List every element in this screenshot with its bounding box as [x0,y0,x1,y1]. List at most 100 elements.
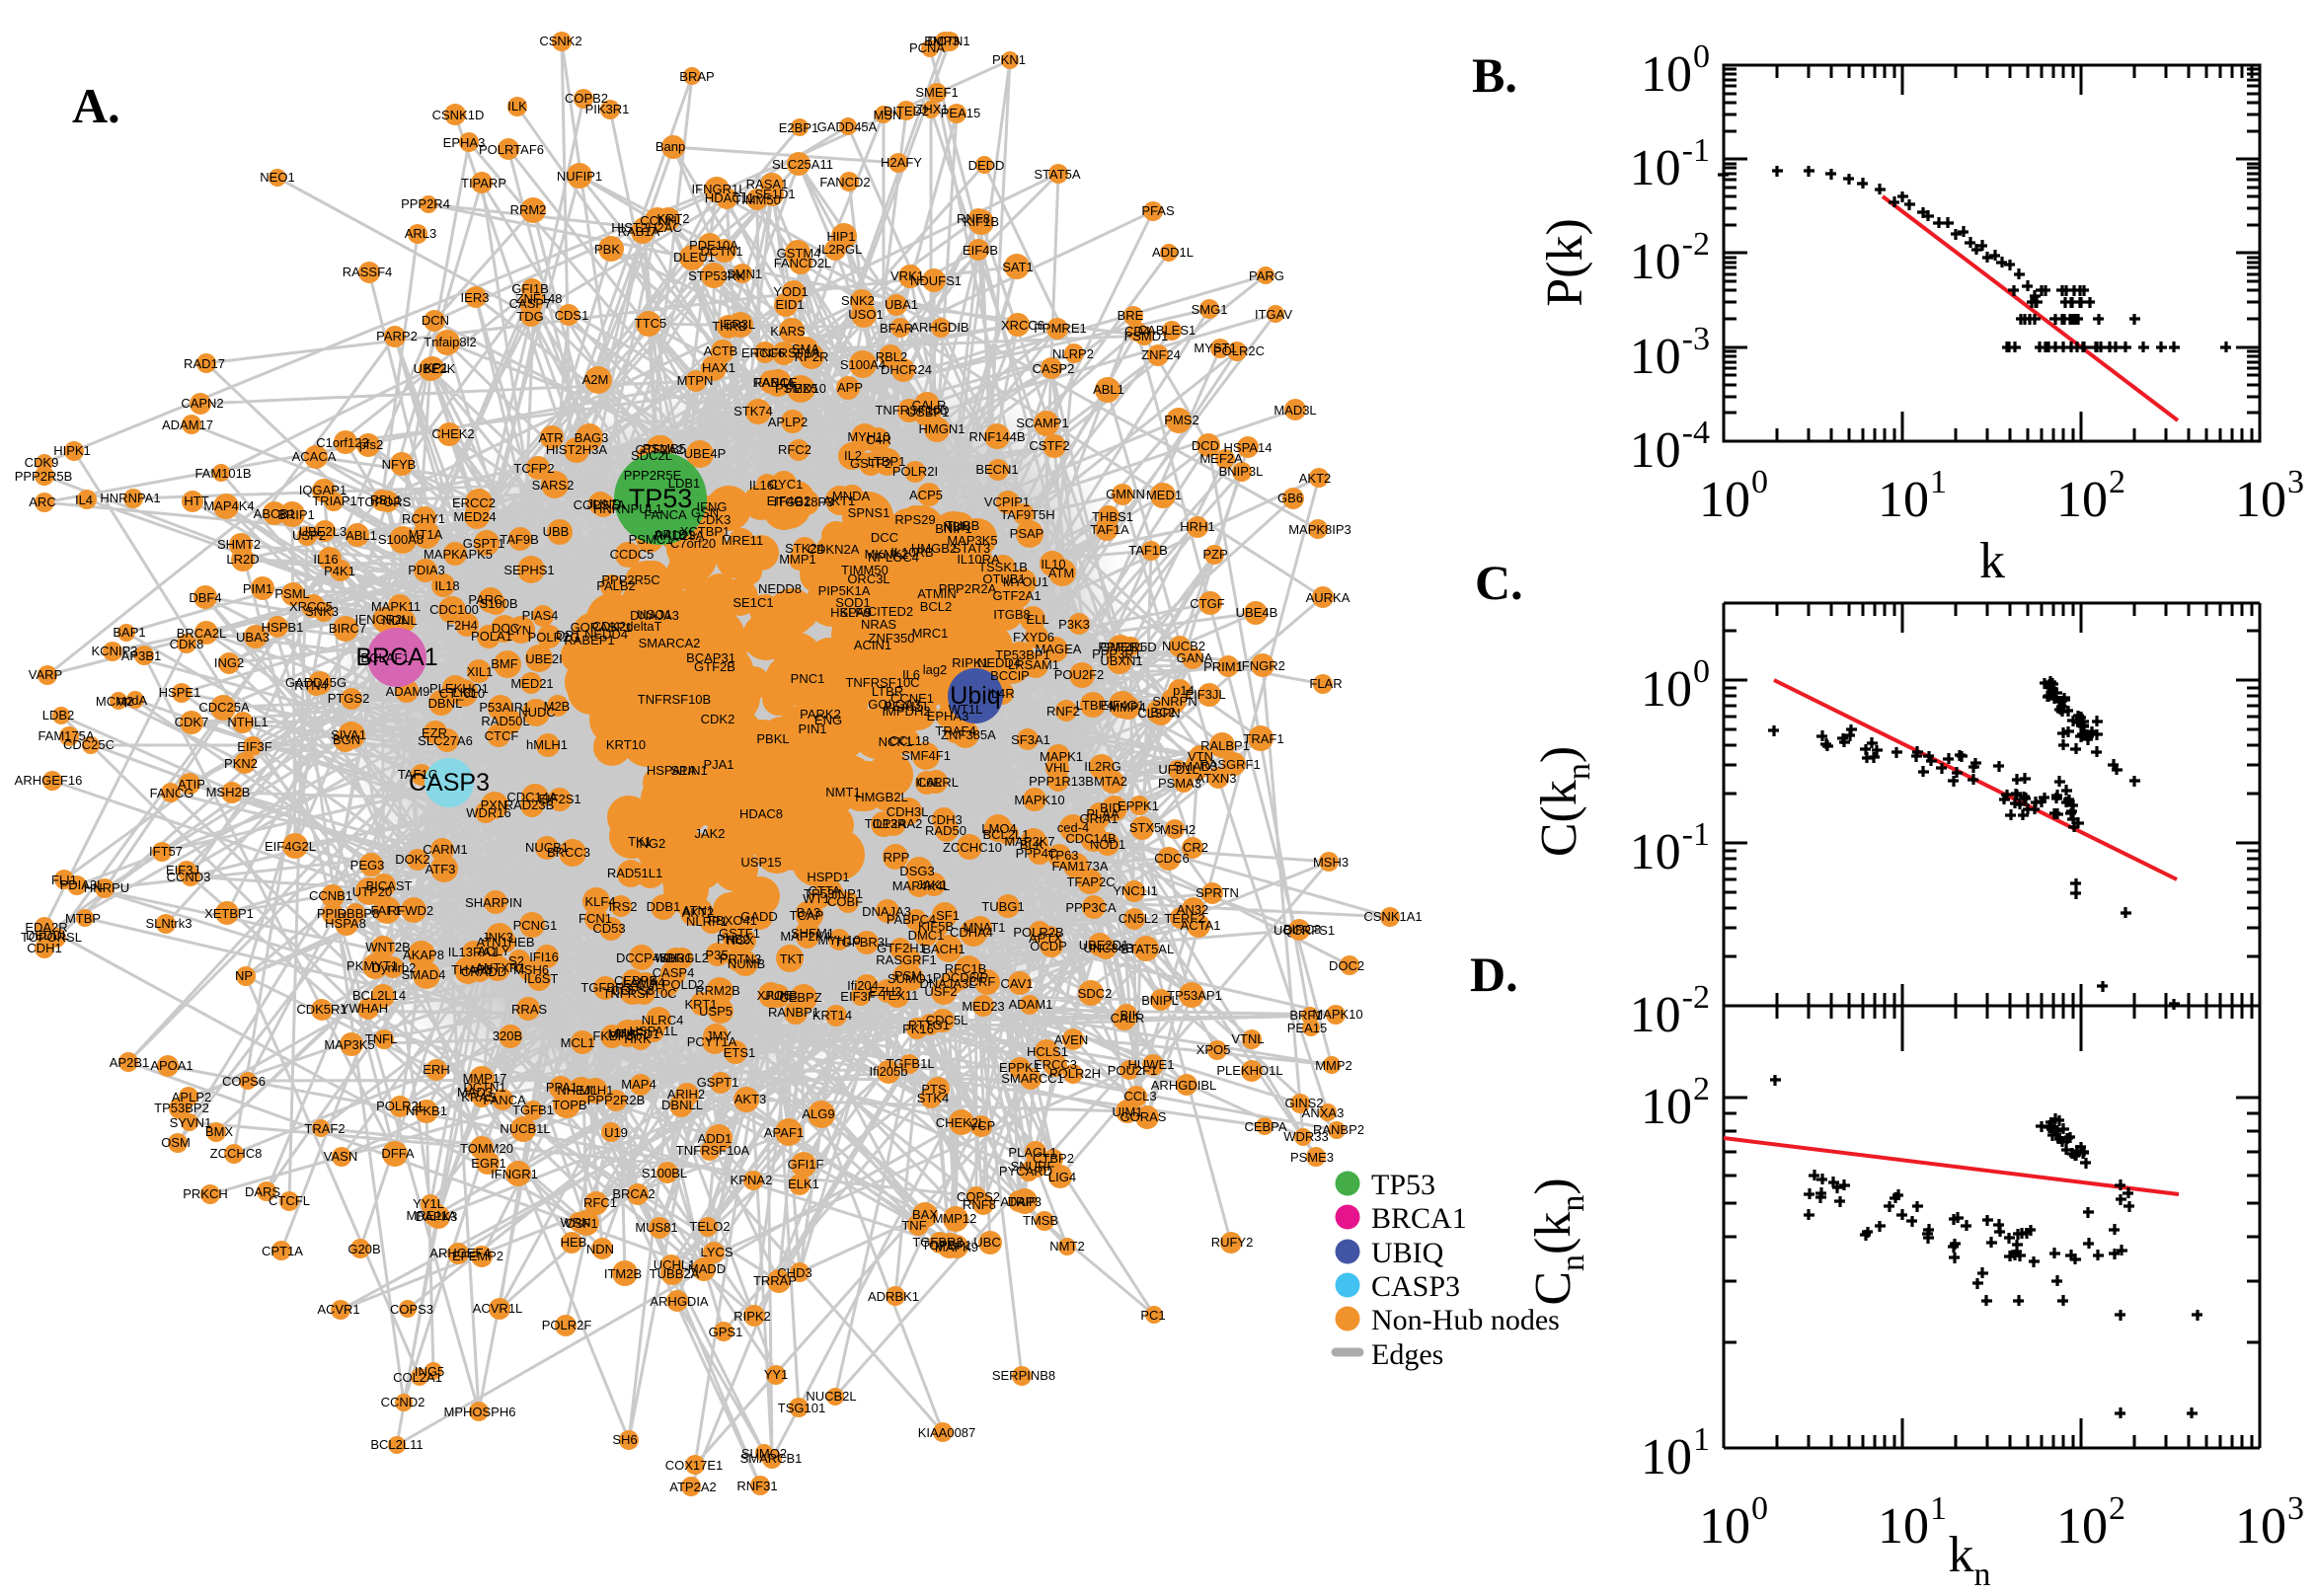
svg-text:PABPC4: PABPC4 [887,912,936,927]
svg-text:HNRNPA1: HNRNPA1 [100,491,160,505]
svg-text:SYVN1: SYVN1 [170,1115,212,1130]
svg-text:STK24: STK24 [785,541,824,556]
svg-text:SMEF1: SMEF1 [915,85,958,100]
svg-text:APLP2: APLP2 [172,1090,211,1104]
svg-text:TNFRSF10C: TNFRSF10C [845,675,919,690]
svg-text:GTF2A2: GTF2A2 [635,442,683,457]
svg-text:RNF2: RNF2 [1046,704,1080,719]
svg-text:CDC14A: CDC14A [506,790,558,804]
svg-text:SMARCA2: SMARCA2 [639,636,701,650]
svg-text:MAP4: MAP4 [621,1077,656,1092]
svg-text:NOD1: NOD1 [1090,837,1125,852]
svg-text:RAD23A: RAD23A [655,528,705,543]
svg-text:EIF4G2L: EIF4G2L [265,839,316,854]
svg-text:CD53: CD53 [592,921,625,936]
svg-text:ILK: ILK [507,99,527,114]
svg-text:APOA1: APOA1 [150,1058,193,1073]
svg-text:CDH3L: CDH3L [887,804,929,819]
svg-text:SPRTN: SPRTN [1196,885,1239,900]
svg-text:PARP2: PARP2 [376,329,418,343]
svg-text:PPP2R5E: PPP2R5E [624,468,682,483]
svg-text:CHEK2: CHEK2 [431,426,474,441]
svg-text:TCAP: TCAP [790,908,824,923]
svg-text:MRC1: MRC1 [912,626,949,641]
svg-text:MNAT1: MNAT1 [963,920,1005,935]
svg-text:KRT14: KRT14 [812,1008,852,1023]
svg-text:HSPD1: HSPD1 [807,870,849,884]
svg-text:IFNGR2: IFNGR2 [1238,658,1285,673]
svg-text:UBE2L3: UBE2L3 [299,524,347,539]
svg-text:EGR1: EGR1 [471,1156,505,1171]
svg-text:HTT: HTT [184,494,208,508]
svg-text:JNK3: JNK3 [482,930,513,945]
svg-text:CDHA4: CDHA4 [950,925,993,940]
svg-text:CDC5L: CDC5L [926,1013,968,1027]
svg-text:GSPT1: GSPT1 [463,536,505,551]
svg-text:BCL2L11: BCL2L11 [370,1437,423,1452]
svg-text:GB6: GB6 [1277,491,1303,505]
svg-text:ACTB: ACTB [704,343,738,358]
svg-text:CLSPN: CLSPN [1137,706,1180,721]
svg-text:MNDA: MNDA [832,489,871,503]
svg-text:POLR2F: POLR2F [542,1318,592,1332]
svg-text:TUBG1: TUBG1 [981,899,1024,914]
svg-text:XIL1: XIL1 [467,664,494,679]
svg-text:IL4R: IL4R [987,686,1014,701]
svg-text:CDKN2A: CDKN2A [808,542,860,557]
svg-text:USF2: USF2 [924,984,957,999]
svg-text:G20B: G20B [347,1242,380,1256]
svg-text:MAP2K4: MAP2K4 [780,929,830,944]
svg-text:B.: B. [1472,47,1517,103]
svg-text:BCL2L1: BCL2L1 [983,827,1030,842]
svg-text:RALBP1: RALBP1 [1200,738,1250,753]
svg-text:MED24: MED24 [453,509,496,524]
svg-text:PJA1: PJA1 [703,757,733,772]
svg-text:PLEKHO1: PLEKHO1 [429,681,489,696]
svg-text:PRKCH: PRKCH [183,1186,228,1201]
svg-text:CN5L2: CN5L2 [1119,911,1158,926]
svg-text:BECN1: BECN1 [975,462,1018,477]
svg-text:GRIA1: GRIA1 [1079,811,1118,826]
svg-text:NEO1: NEO1 [260,170,294,185]
svg-text:S100A8: S100A8 [378,532,424,547]
svg-text:ANTXR1: ANTXR1 [475,960,525,975]
svg-text:TNFRSF1A: TNFRSF1A [753,345,820,360]
svg-text:CDK9: CDK9 [25,455,59,470]
svg-text:ATP2A2: ATP2A2 [669,1480,716,1494]
svg-text:DCN: DCN [422,313,449,328]
svg-text:P3K3: P3K3 [1058,617,1090,632]
svg-text:C4R: C4R [866,432,891,447]
svg-text:CDC25C: CDC25C [63,737,115,752]
svg-text:JAK2: JAK2 [694,826,725,841]
svg-text:BA3: BA3 [797,905,821,920]
svg-text:USP15: USP15 [740,855,781,870]
svg-text:JMY: JMY [706,1028,732,1043]
svg-text:PHB2: PHB2 [717,932,750,947]
svg-text:UTP20: UTP20 [352,884,392,899]
svg-text:AKT1: AKT1 [823,494,856,508]
svg-text:TNF: TNF [901,1218,926,1233]
svg-text:STK4: STK4 [917,1091,950,1105]
svg-text:CDC25A: CDC25A [198,700,250,715]
svg-text:GADD: GADD [740,909,778,924]
svg-text:CCNB1: CCNB1 [309,888,352,903]
svg-text:GADD45A: GADD45A [817,119,878,134]
svg-text:ETS1: ETS1 [724,1045,756,1060]
svg-text:AURKA: AURKA [1306,590,1351,605]
svg-text:CASP3: CASP3 [1371,1270,1460,1303]
svg-text:GTF2A1: GTF2A1 [992,588,1041,603]
svg-text:PPP2R2A: PPP2R2A [939,581,997,596]
svg-text:XPO5: XPO5 [1197,1042,1231,1057]
svg-text:ITGB8: ITGB8 [993,607,1031,622]
svg-text:GSTM4: GSTM4 [777,246,821,261]
svg-text:SF3A1: SF3A1 [1011,732,1050,747]
svg-text:PPA1: PPA1 [546,1080,578,1095]
svg-text:IL13RA2: IL13RA2 [873,816,923,831]
svg-text:C1orf123: C1orf123 [316,435,368,450]
svg-text:EIF3J: EIF3J [166,863,199,877]
svg-text:FANCG: FANCG [150,786,194,800]
svg-text:ced-4: ced-4 [1057,820,1090,835]
svg-text:CCNE1: CCNE1 [890,691,934,706]
svg-text:BRIP1: BRIP1 [277,507,315,522]
svg-text:UBC: UBC [973,1235,1000,1250]
